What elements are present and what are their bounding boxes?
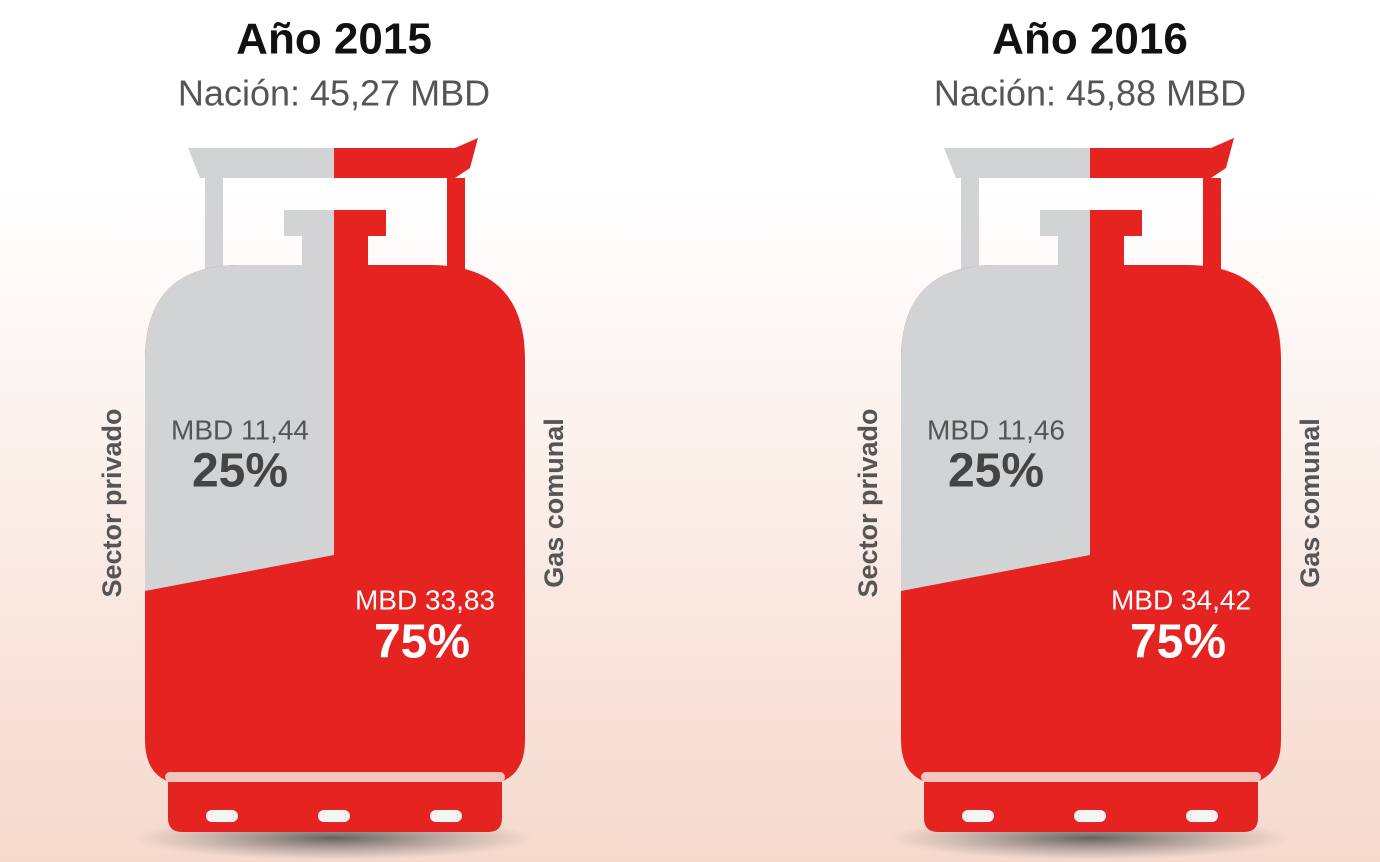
panel-title: Año 2016 (992, 15, 1188, 64)
panel: Año 2016 Nación: 45,88 MBD Sector privado G… (853, 15, 1325, 860)
side-label: Sector privado (853, 408, 883, 597)
segment-amount: MBD 11,44 (171, 414, 309, 445)
handle-left (944, 148, 1090, 178)
side-label: Sector privado (97, 408, 127, 597)
base-hole (962, 810, 994, 822)
body (145, 265, 525, 785)
base-hole (318, 810, 350, 822)
valve-right (1090, 210, 1142, 270)
handle-right (334, 138, 478, 178)
valve-left (284, 210, 334, 270)
segment-share: 25% (948, 445, 1044, 498)
valve-right (334, 210, 386, 270)
segment-amount: MBD 11,46 (927, 414, 1065, 445)
handle-right (1090, 138, 1234, 178)
panel-subtitle: Nación: 45,88 MBD (934, 73, 1246, 114)
body-gray (145, 265, 334, 592)
base-hole (206, 810, 238, 822)
side-label: Gas comunal (1295, 418, 1325, 588)
segment-share: 25% (192, 445, 288, 498)
panel-subtitle: Nación: 45,27 MBD (178, 73, 490, 114)
base (924, 782, 1258, 832)
panel-title: Año 2015 (236, 15, 432, 64)
base-hole (430, 810, 462, 822)
side-label: Gas comunal (539, 418, 569, 588)
segment-amount: MBD 34,42 (1111, 584, 1251, 615)
body-gray (901, 265, 1090, 592)
ring (921, 772, 1261, 782)
segment-amount: MBD 33,83 (355, 584, 495, 615)
panel: Año 2015 Nación: 45,27 MBD Sector privado G… (97, 15, 569, 860)
base-hole (1074, 810, 1106, 822)
segment-share: 75% (1130, 616, 1226, 669)
valve-left (1040, 210, 1090, 270)
handle-left (188, 148, 334, 178)
segment-share: 75% (374, 616, 470, 669)
body (901, 265, 1281, 785)
ring (165, 772, 505, 782)
base (168, 782, 502, 832)
base-hole (1186, 810, 1218, 822)
